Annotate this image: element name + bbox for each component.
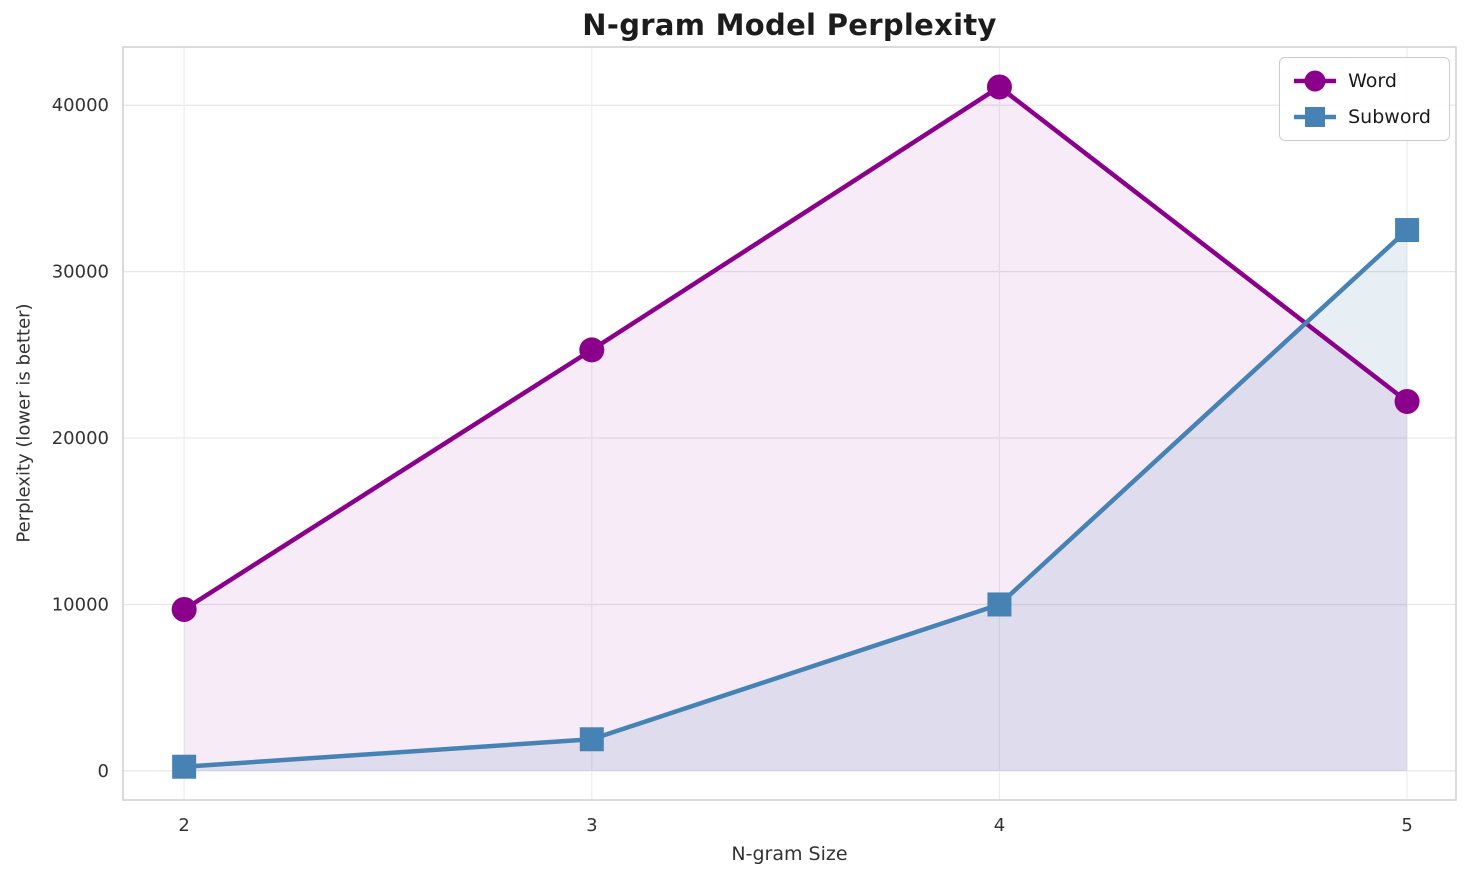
legend: Word Subword: [1279, 57, 1450, 141]
legend-item-subword: Subword: [1292, 104, 1431, 130]
y-tick-label: 30000: [52, 262, 109, 283]
y-tick-label: 10000: [52, 594, 109, 615]
x-tick-label: 5: [1401, 815, 1412, 836]
chart-title: N-gram Model Perplexity: [582, 8, 997, 42]
x-tick-label: 4: [994, 815, 1005, 836]
legend-label-subword: Subword: [1348, 106, 1431, 128]
marker-word: [171, 596, 197, 622]
marker-word: [986, 74, 1012, 100]
series-line-word: [181, 84, 1410, 612]
marker-word: [1394, 388, 1420, 414]
marker-subword: [172, 754, 197, 779]
y-tick-label: 0: [98, 761, 109, 782]
series-area-word: [184, 86, 1408, 771]
marker-subword: [579, 727, 604, 752]
y-tick-label: 20000: [52, 428, 109, 449]
x-tick-label: 3: [586, 815, 597, 836]
plot-border: [122, 46, 1457, 801]
marker-subword: [1395, 218, 1420, 243]
y-axis-label: Perplexity (lower is better): [13, 303, 35, 543]
series-line-subword: [181, 227, 1410, 769]
series-area-subword: [184, 230, 1408, 771]
marker-subword: [987, 592, 1012, 617]
marker-word: [579, 337, 605, 363]
word-legend-marker-icon: [1294, 70, 1337, 92]
subword-legend-marker-icon: [1294, 107, 1337, 127]
x-tick-label: 2: [178, 815, 189, 836]
legend-item-word: Word: [1292, 68, 1431, 94]
x-axis-label: N-gram Size: [731, 843, 848, 865]
legend-label-word: Word: [1348, 70, 1397, 92]
y-tick-label: 40000: [52, 95, 109, 116]
